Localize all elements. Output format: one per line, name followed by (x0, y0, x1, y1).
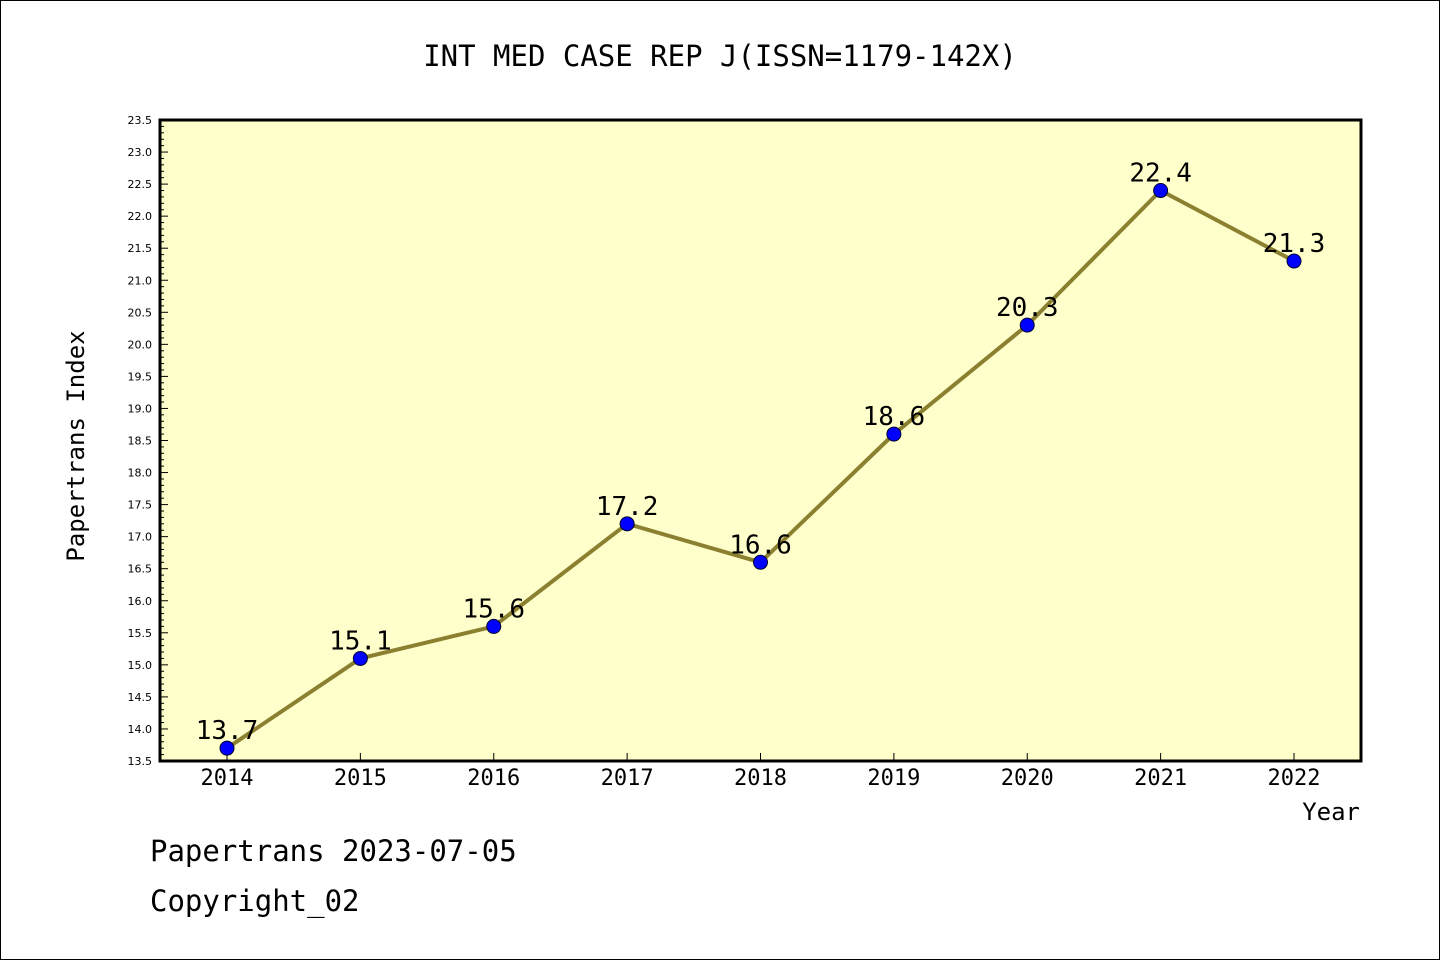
footer-copyright: Copyright_02 (150, 884, 360, 918)
x-tick-label: 2019 (867, 766, 920, 791)
data-label: 22.4 (1129, 159, 1192, 189)
data-point (486, 618, 502, 634)
data-point (1019, 317, 1035, 333)
y-tick-label: 15.0 (128, 659, 153, 672)
x-tick-label: 2022 (1268, 766, 1321, 791)
data-labels: 13.7 15.1 15.6 17.2 16.6 18.6 20.3 22.4 21.3 (196, 159, 1326, 747)
y-tick-label: 17.0 (128, 531, 153, 544)
y-tick-label: 19.0 (128, 402, 153, 415)
y-axis: 13.5 14.0 14.5 15.0 15.5 16.0 16.5 17.0 17.5 18.0… (128, 114, 168, 768)
y-axis-label: Papertrans Index (62, 330, 90, 561)
data-label: 18.6 (863, 402, 926, 432)
data-label: 20.3 (996, 293, 1059, 323)
plot-area (158, 118, 1363, 763)
x-tick-label: 2018 (734, 766, 787, 791)
data-point (1153, 183, 1169, 199)
y-tick-label: 20.5 (128, 306, 153, 319)
series-markers (219, 183, 1302, 756)
data-label: 21.3 (1263, 229, 1326, 259)
data-label: 15.6 (462, 594, 525, 624)
x-tick-label: 2015 (334, 766, 387, 791)
y-tick-label: 13.5 (128, 755, 153, 768)
x-tick-label: 2021 (1134, 766, 1187, 791)
data-label: 16.6 (729, 530, 792, 560)
x-axis: 2014 2015 2016 2017 2018 2019 2020 2021 2022 (201, 753, 1321, 791)
y-tick-label: 16.5 (128, 563, 153, 576)
y-tick-label: 22.5 (128, 178, 153, 191)
y-tick-label: 22.0 (128, 210, 153, 223)
y-tick-label: 23.0 (128, 146, 153, 159)
data-label: 15.1 (329, 626, 392, 656)
x-tick-label: 2020 (1001, 766, 1054, 791)
x-tick-label: 2016 (467, 766, 520, 791)
data-point (352, 650, 368, 666)
x-tick-label: 2014 (201, 766, 254, 791)
data-point (1286, 253, 1302, 269)
y-tick-label: 16.0 (128, 595, 153, 608)
chart-title: INT MED CASE REP J(ISSN=1179-142X) (423, 39, 1017, 73)
x-axis-label: Year (1302, 798, 1360, 826)
y-tick-label: 23.5 (128, 114, 153, 127)
data-point (753, 554, 768, 570)
data-point (219, 740, 235, 756)
y-tick-label: 20.0 (128, 338, 153, 351)
y-tick-label: 14.5 (128, 691, 153, 704)
y-tick-label: 18.0 (128, 467, 153, 480)
y-tick-label: 21.5 (128, 242, 153, 255)
y-tick-label: 21.0 (128, 274, 153, 287)
y-tick-label: 18.5 (128, 435, 153, 448)
y-tick-label: 15.5 (128, 627, 153, 640)
data-point (886, 426, 902, 442)
data-point (619, 516, 635, 532)
y-tick-label: 14.0 (128, 723, 153, 736)
data-label: 13.7 (196, 716, 259, 746)
footer-date: Papertrans 2023-07-05 (150, 834, 517, 868)
y-tick-label: 19.5 (128, 370, 153, 383)
x-tick-label: 2017 (601, 766, 654, 791)
data-label: 17.2 (596, 492, 659, 522)
y-tick-label: 17.5 (128, 499, 153, 512)
